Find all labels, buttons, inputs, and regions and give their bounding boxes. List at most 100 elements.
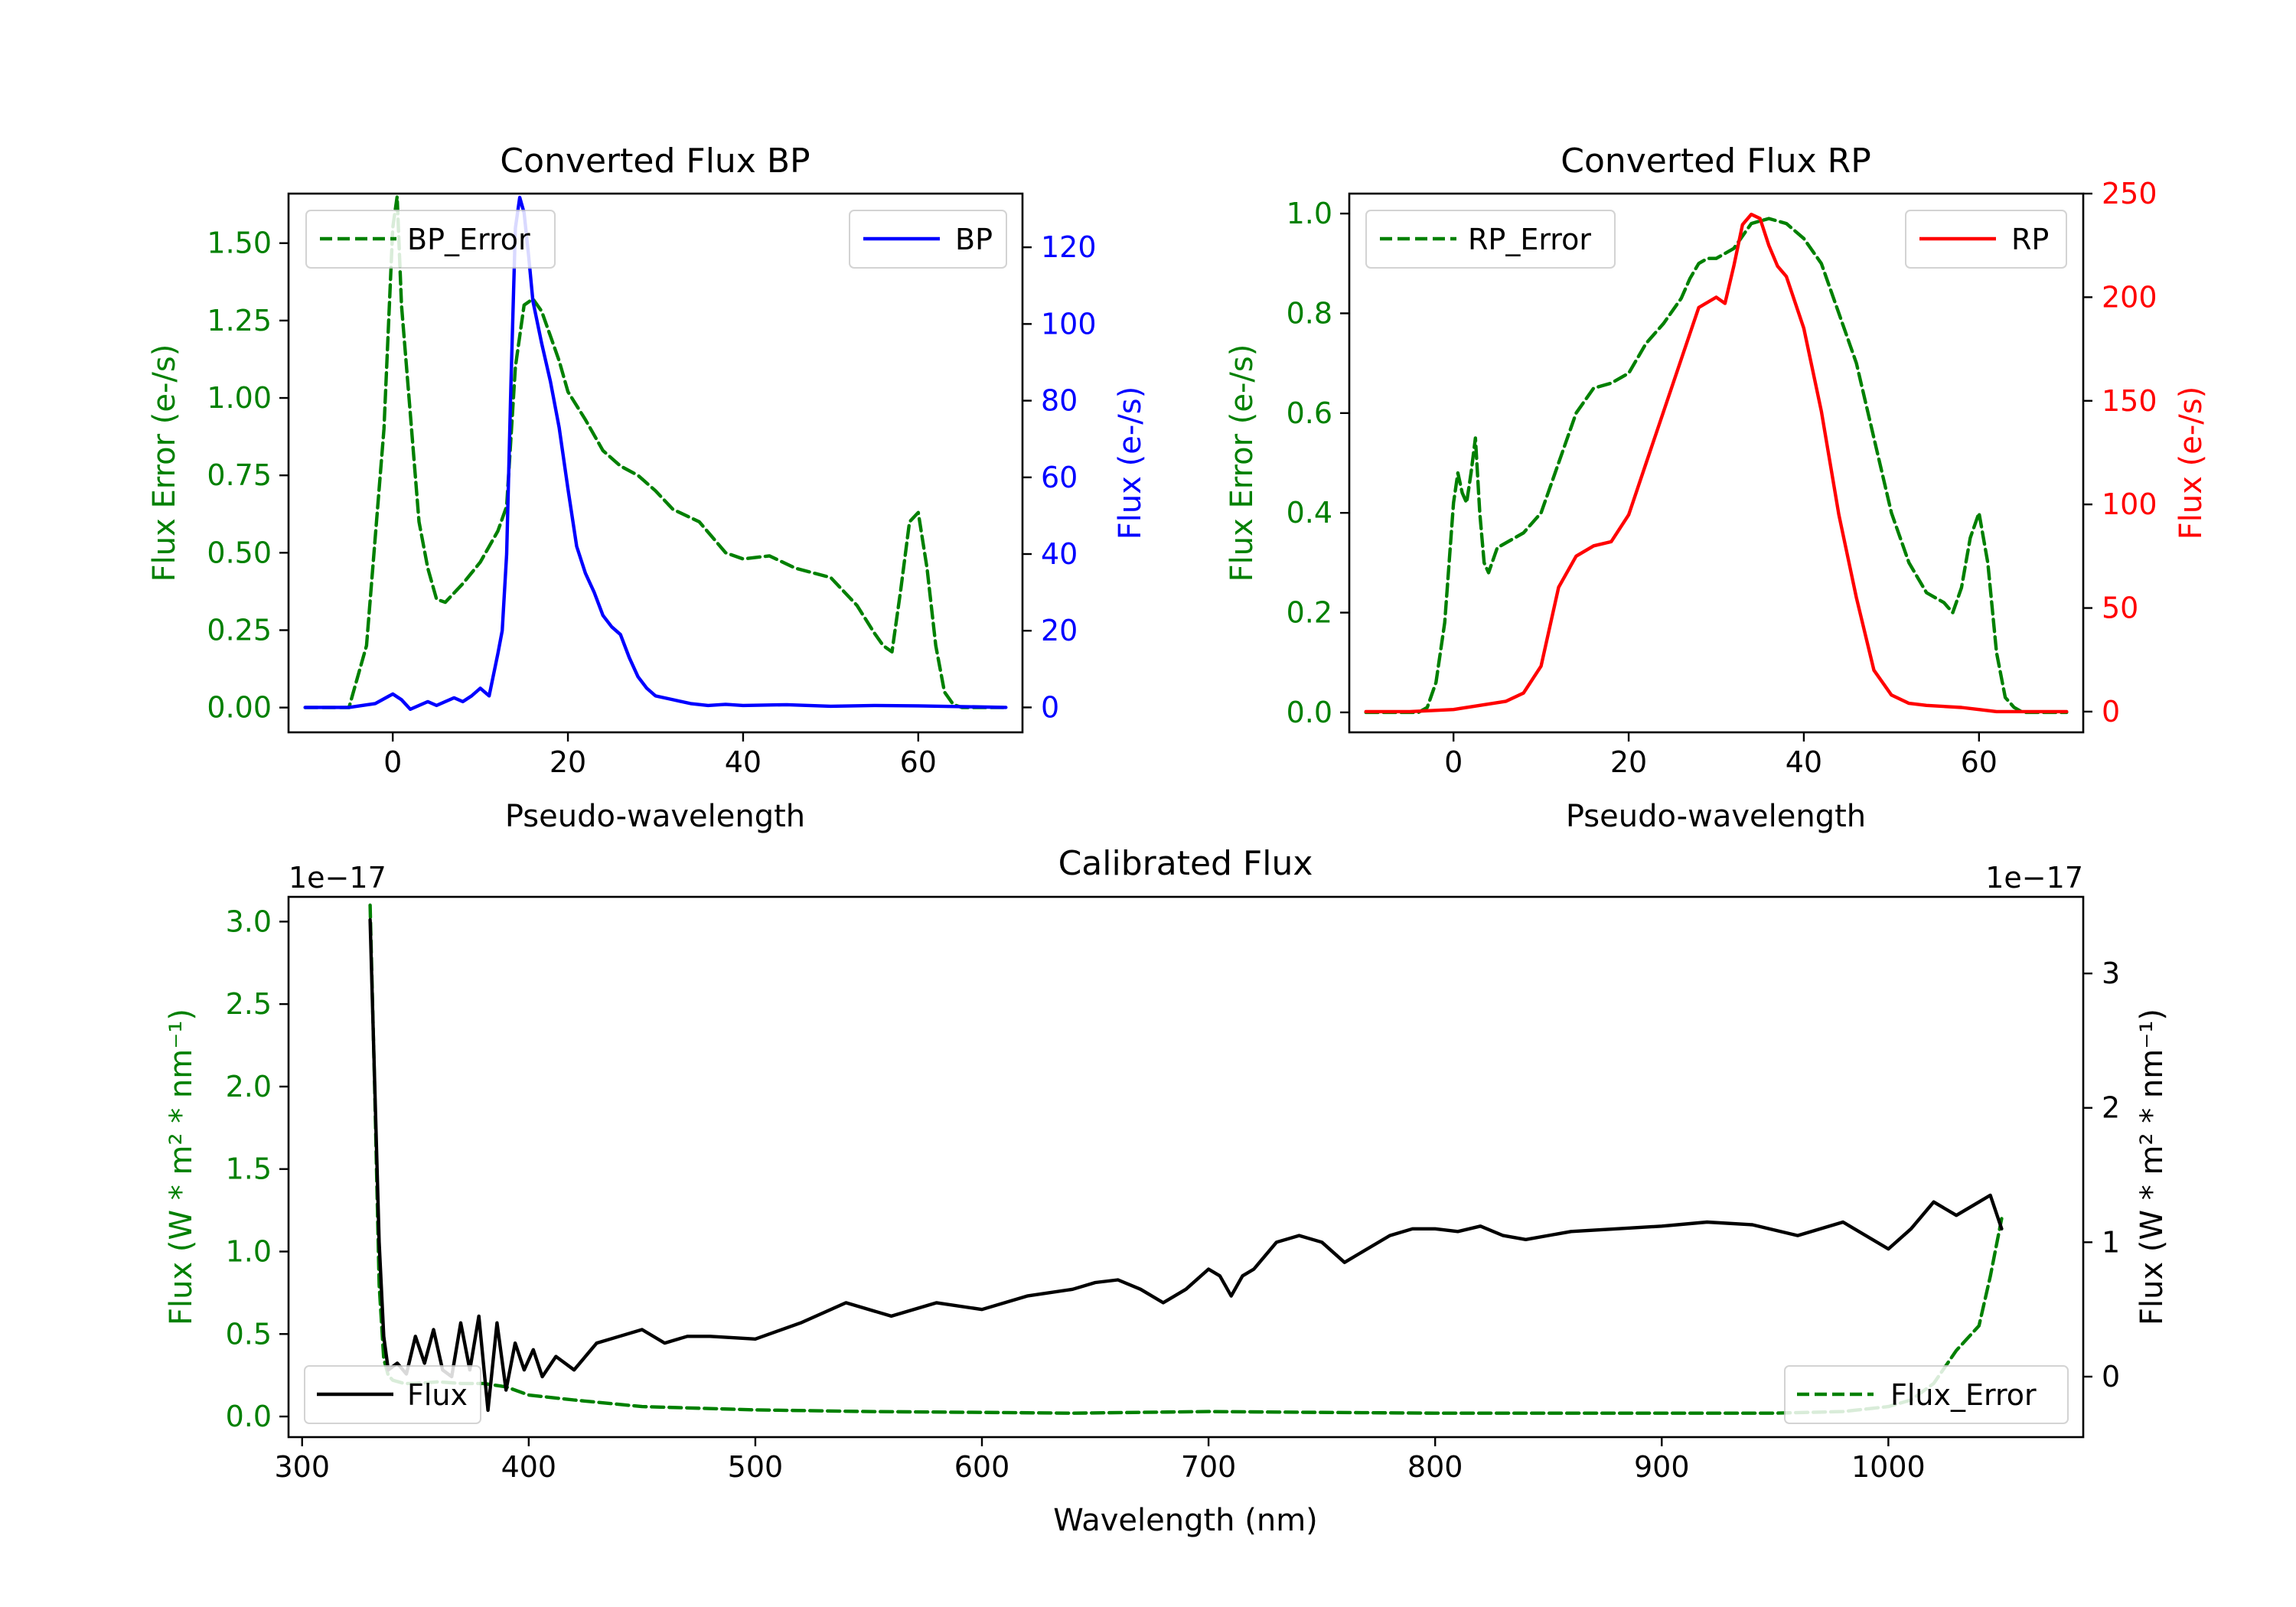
- rp-left-tick-label: 0.8: [1287, 296, 1332, 330]
- cal-x-tick-label: 800: [1407, 1450, 1463, 1484]
- bp-series-bp: [303, 195, 1008, 712]
- cal-left-tick-label: 0.5: [226, 1317, 272, 1351]
- rp-legend-flux-label: RP: [2011, 223, 2049, 256]
- cal-left-tick-label: 1.5: [226, 1152, 272, 1186]
- rp-left-tick-label: 0.6: [1287, 396, 1332, 430]
- bp-legend-flux: BP: [849, 210, 1007, 269]
- rp-left-tick-label: 0.0: [1287, 696, 1332, 729]
- bp-right-tick-label: 40: [1041, 537, 1078, 571]
- cal-right-tick-label: 3: [2102, 957, 2120, 990]
- rp-plot-area: [1364, 212, 2069, 715]
- cal-series-flux: [368, 918, 2004, 1413]
- bp-left-axis-label: Flux Error (e-/s): [147, 344, 182, 582]
- cal-right-ticks: 0 1 2 3: [2083, 957, 2120, 1393]
- bp-x-ticks: 0 20 40 60: [383, 732, 937, 779]
- bp-legend-error-box: [305, 210, 556, 269]
- bp-title: Converted Flux BP: [500, 142, 810, 181]
- cal-x-tick-label: 700: [1181, 1450, 1237, 1484]
- bp-legend-flux-label: BP: [955, 223, 993, 256]
- rp-legend-error-box: [1365, 210, 1616, 269]
- rp-left-tick-label: 1.0: [1287, 197, 1332, 230]
- cal-right-tick-label: 2: [2102, 1091, 2120, 1125]
- rp-legend-error-label: RP_Error: [1468, 223, 1591, 256]
- bp-left-tick-label: 1.00: [207, 381, 272, 415]
- panel-bp: Converted Flux BP 0 20 40 60 0.000.250.500.…: [147, 142, 1148, 834]
- cal-left-tick-label: 2.5: [226, 987, 272, 1021]
- cal-x-tick-label: 900: [1634, 1450, 1690, 1484]
- rp-axes-frame: [1348, 192, 2085, 734]
- bp-left-ticks: 0.00 0.25 0.50 0.75 1.00 1.25 1.50: [207, 227, 289, 725]
- bp-right-tick-label: 80: [1041, 384, 1078, 418]
- bp-right-tick-label: 120: [1041, 230, 1097, 264]
- rp-right-ticks: 0 50 100 150 200 250: [2083, 177, 2157, 729]
- rp-x-tick-label: 40: [1786, 745, 1822, 779]
- rp-x-ticks: 0 20 40 60: [1444, 732, 1998, 779]
- cal-left-ticks: 0.0 0.5 1.0 1.5 2.0 2.5 3.0: [226, 905, 289, 1433]
- bp-left-tick-label: 0.75: [207, 458, 272, 492]
- cal-right-tick-label: 0: [2102, 1360, 2120, 1393]
- cal-left-tick-label: 1.0: [226, 1234, 272, 1268]
- rp-legend-flux: RP: [1905, 210, 2067, 269]
- rp-right-axis-label: Flux (e-/s): [2174, 386, 2209, 539]
- rp-series-rp: [1364, 212, 2069, 714]
- bp-x-tick-label: 0: [383, 745, 402, 779]
- bp-right-tick-label: 100: [1041, 307, 1097, 341]
- rp-right-tick-label: 200: [2102, 280, 2157, 314]
- cal-left-tick-label: 2.0: [226, 1070, 272, 1103]
- bp-left-tick-label: 0.00: [207, 691, 272, 725]
- rp-right-tick-label: 150: [2102, 384, 2157, 418]
- cal-left-tick-label: 0.0: [226, 1400, 272, 1433]
- rp-x-tick-label: 60: [1961, 745, 1998, 779]
- bp-right-tick-label: 20: [1041, 614, 1078, 647]
- bp-x-tick-label: 60: [900, 745, 937, 779]
- bp-x-label: Pseudo-wavelength: [505, 799, 805, 834]
- rp-x-tick-label: 20: [1610, 745, 1647, 779]
- cal-title: Calibrated Flux: [1058, 844, 1313, 883]
- cal-plot-area: [368, 903, 2004, 1415]
- rp-right-tick-label: 0: [2102, 695, 2120, 729]
- panel-rp: Converted Flux RP 0 20 40 60 0.00.20.40.60.…: [1225, 142, 2209, 834]
- cal-x-tick-label: 400: [501, 1450, 557, 1484]
- cal-x-tick-label: 300: [274, 1450, 330, 1484]
- cal-legend-flux-label: Flux: [407, 1378, 468, 1412]
- rp-legend-error: RP_Error: [1365, 210, 1616, 269]
- bp-left-tick-label: 1.50: [207, 227, 272, 260]
- cal-x-tick-label: 1000: [1851, 1450, 1926, 1484]
- rp-left-ticks: 0.0 0.2 0.4 0.6 0.8 1.0: [1287, 197, 1349, 729]
- rp-left-tick-label: 0.2: [1287, 596, 1332, 630]
- cal-x-tick-label: 600: [954, 1450, 1010, 1484]
- cal-left-axis-label: Flux (W * m² * nm⁻¹): [164, 1009, 199, 1325]
- bp-right-axis-label: Flux (e-/s): [1113, 386, 1148, 539]
- bp-legend-error: BP_Error: [305, 210, 556, 269]
- cal-legend-error-label: Flux_Error: [1890, 1378, 2037, 1412]
- rp-series-rp-error: [1364, 217, 2069, 715]
- cal-x-tick-label: 500: [728, 1450, 784, 1484]
- bp-left-tick-label: 0.25: [207, 613, 272, 647]
- bp-left-tick-label: 1.25: [207, 304, 272, 337]
- cal-legend-error-box: [1784, 1365, 2069, 1424]
- rp-right-tick-label: 100: [2102, 487, 2157, 521]
- rp-right-tick-label: 50: [2102, 592, 2138, 625]
- cal-legend-flux: Flux: [304, 1365, 481, 1424]
- cal-axes-frame: [287, 895, 2085, 1439]
- rp-left-tick-label: 0.4: [1287, 496, 1332, 530]
- bp-x-tick-label: 20: [550, 745, 586, 779]
- rp-title: Converted Flux RP: [1561, 142, 1871, 181]
- cal-right-tick-label: 1: [2102, 1225, 2120, 1259]
- rp-x-label: Pseudo-wavelength: [1566, 799, 1866, 834]
- cal-left-offset: 1e−17: [289, 861, 386, 895]
- cal-right-offset: 1e−17: [1985, 861, 2083, 895]
- cal-right-axis-label: Flux (W * m² * nm⁻¹): [2135, 1009, 2170, 1325]
- rp-right-tick-label: 250: [2102, 177, 2157, 210]
- bp-right-tick-label: 60: [1041, 461, 1078, 494]
- bp-plot-area: [303, 194, 1008, 712]
- bp-left-tick-label: 0.50: [207, 536, 272, 569]
- rp-left-axis-label: Flux Error (e-/s): [1225, 344, 1260, 582]
- rp-x-tick-label: 0: [1444, 745, 1463, 779]
- bp-axes-frame: [287, 192, 1024, 734]
- bp-right-tick-label: 0: [1041, 690, 1059, 724]
- cal-legend-error: Flux_Error: [1784, 1365, 2069, 1424]
- bp-series-bp-error: [303, 194, 1008, 709]
- cal-x-ticks: 300 400 500 600 700 800 900 1000: [274, 1437, 1926, 1484]
